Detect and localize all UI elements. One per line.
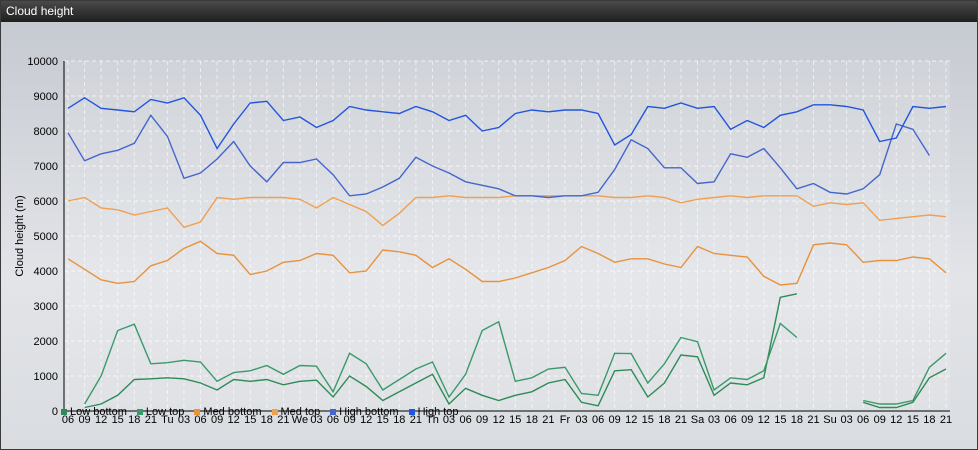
- legend-label: Med bottom: [203, 406, 262, 418]
- x-tick-label: 09: [343, 414, 355, 426]
- x-tick-label: 09: [476, 414, 488, 426]
- series-line-high-bottom: [67, 114, 930, 199]
- series-line-med-top: [67, 195, 947, 229]
- legend-swatch: [271, 409, 278, 415]
- x-tick-label: 12: [228, 414, 240, 426]
- y-tick-label: 10000: [27, 56, 58, 68]
- legend-item: High bottom: [330, 406, 399, 418]
- x-tick-label: 03: [575, 414, 587, 426]
- y-tick-label: 3000: [34, 301, 58, 313]
- y-tick-label: 9000: [34, 91, 58, 103]
- x-tick-label: 21: [940, 414, 952, 426]
- legend-label: Med top: [280, 406, 321, 418]
- x-tick-label: Tu: [161, 414, 173, 426]
- x-tick-label: 18: [923, 414, 935, 426]
- x-tick-label: 15: [377, 414, 389, 426]
- y-tick-label: 7000: [34, 161, 58, 173]
- y-axis-label: Cloud height (m): [14, 195, 26, 276]
- legend: Low bottom Low top Med bottom Med top High b…: [61, 406, 459, 418]
- x-tick-label: 12: [360, 414, 372, 426]
- x-tick-label: 18: [261, 414, 273, 426]
- x-tick-label: We: [292, 414, 308, 426]
- x-tick-label: 09: [874, 414, 886, 426]
- series-line-high-top: [67, 96, 947, 150]
- series-lines: [67, 96, 947, 409]
- x-tick-label: 06: [725, 414, 737, 426]
- x-tick-label: 15: [642, 414, 654, 426]
- x-tick-label: 06: [194, 414, 206, 426]
- y-axis-ticks: 0 1000 2000 3000 4000 5000 6000 7000 8000 9000 100…: [27, 56, 58, 418]
- legend-item: Low bottom: [61, 406, 127, 418]
- x-tick-label: 12: [625, 414, 637, 426]
- y-tick-label: 0: [52, 406, 58, 418]
- grid: [64, 60, 950, 412]
- y-tick-label: 8000: [34, 126, 58, 138]
- series-line-med-bottom: [67, 240, 947, 286]
- window-title: Cloud height: [1, 1, 977, 22]
- x-tick-label: 06: [62, 414, 74, 426]
- legend-swatch: [136, 409, 143, 415]
- x-tick-label: 09: [211, 414, 223, 426]
- x-tick-label: 21: [277, 414, 289, 426]
- legend-label: High top: [417, 406, 459, 418]
- x-tick-label: 18: [658, 414, 670, 426]
- x-tick-label: Th: [426, 414, 439, 426]
- x-tick-label: 12: [95, 414, 107, 426]
- x-tick-label: 15: [774, 414, 786, 426]
- legend-swatch: [194, 409, 201, 415]
- legend-item: Med bottom: [194, 406, 262, 418]
- x-tick-label: 21: [807, 414, 819, 426]
- x-tick-label: 15: [244, 414, 256, 426]
- x-tick-label: 18: [526, 414, 538, 426]
- x-tick-label: 09: [741, 414, 753, 426]
- legend-label: Low bottom: [70, 406, 127, 418]
- legend-label: Low top: [145, 406, 185, 418]
- x-tick-label: 03: [840, 414, 852, 426]
- legend-swatch: [61, 409, 67, 415]
- series-line-low-bottom: [84, 293, 947, 409]
- x-tick-label: 06: [459, 414, 471, 426]
- x-tick-label: 15: [112, 414, 124, 426]
- y-tick-label: 4000: [34, 266, 58, 278]
- x-tick-label: 06: [857, 414, 869, 426]
- x-tick-label: 21: [675, 414, 687, 426]
- y-tick-label: 1000: [34, 371, 58, 383]
- x-tick-label: 03: [708, 414, 720, 426]
- legend-label: High bottom: [339, 406, 399, 418]
- legend-swatch: [408, 409, 415, 415]
- y-tick-label: 2000: [34, 336, 58, 348]
- legend-item: Low top: [136, 406, 185, 418]
- x-tick-label: 18: [128, 414, 140, 426]
- legend-swatch: [330, 409, 337, 415]
- x-tick-label: 18: [791, 414, 803, 426]
- x-tick-label: 15: [509, 414, 521, 426]
- x-tick-label: 12: [890, 414, 902, 426]
- x-tick-label: 21: [145, 414, 157, 426]
- x-tick-label: 12: [493, 414, 505, 426]
- x-tick-label: 06: [592, 414, 604, 426]
- x-axis-ticks: 06 09 12 15 18 21 Tu 03 06 09 12 15 18 21 We 03 06 09 12 15…: [62, 414, 952, 426]
- series-line-low-top: [83, 320, 947, 405]
- y-tick-label: 5000: [34, 231, 58, 243]
- x-tick-label: 03: [443, 414, 455, 426]
- x-tick-label: 06: [327, 414, 339, 426]
- legend-item: Med top: [271, 406, 321, 418]
- x-tick-label: 09: [609, 414, 621, 426]
- x-tick-label: 03: [178, 414, 190, 426]
- x-tick-label: Su: [823, 414, 836, 426]
- legend-item: High top: [408, 406, 459, 418]
- x-tick-label: 03: [310, 414, 322, 426]
- x-tick-label: 09: [78, 414, 90, 426]
- x-tick-label: Fr: [560, 414, 571, 426]
- x-tick-label: 12: [758, 414, 770, 426]
- x-tick-label: 15: [907, 414, 919, 426]
- x-tick-label: 21: [542, 414, 554, 426]
- x-tick-label: 18: [393, 414, 405, 426]
- y-tick-label: 6000: [34, 196, 58, 208]
- x-tick-label: Sa: [691, 414, 705, 426]
- x-tick-label: 21: [410, 414, 422, 426]
